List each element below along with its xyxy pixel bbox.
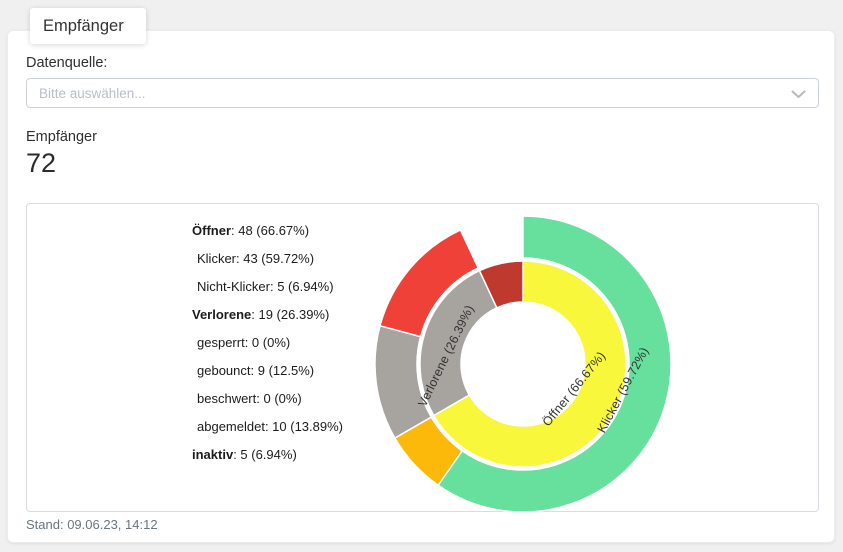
datenquelle-placeholder: Bitte auswählen...: [39, 85, 146, 101]
donut-slice-abgemeldet[interactable]: [379, 229, 479, 338]
empfaenger-tab[interactable]: Empfänger: [30, 8, 146, 44]
legend-item-öffner: Öffner: 48 (66.67%): [192, 223, 310, 238]
donut-slice-klicker[interactable]: [437, 215, 672, 513]
empfaenger-tab-label: Empfänger: [43, 17, 124, 35]
legend-item-gebounct: gebounct: 9 (12.5%): [197, 363, 315, 378]
legend-item-beschwert: beschwert: 0 (0%): [197, 391, 302, 406]
chart-legend: Öffner: 48 (66.67%) Klicker: 43 (59.72%) N…: [192, 223, 343, 475]
donut-slice-verlorene[interactable]: [419, 269, 498, 417]
empfaenger-card: Datenquelle: Bitte auswählen... Empfänge…: [7, 30, 835, 543]
recipients-count: 72: [26, 148, 57, 178]
recipients-label: Empfänger: [26, 129, 97, 145]
legend-item-nicht-klicker: Nicht-Klicker: 5 (6.94%): [197, 279, 334, 294]
datenquelle-select[interactable]: Bitte auswählen...: [26, 78, 819, 108]
stand-timestamp: Stand: 09.06.23, 14:12: [26, 517, 158, 532]
datenquelle-label: Datenquelle:: [26, 55, 108, 71]
legend-item-gesperrt: gesperrt: 0 (0%): [197, 335, 291, 350]
legend-item-verlorene: Verlorene: 19 (26.39%): [192, 307, 330, 322]
donut-slice-inaktiv[interactable]: [478, 260, 524, 309]
recipients-donut-chart: Verlorene (26.39%) Öffner (66.67%) Klicker…: [372, 213, 674, 515]
chevron-down-icon: [791, 90, 806, 98]
legend-item-abgemeldet: abgemeldet: 10 (13.89%): [197, 419, 343, 434]
legend-item-klicker: Klicker: 43 (59.72%): [197, 251, 315, 266]
recipients-chart-panel: Öffner: 48 (66.67%) Klicker: 43 (59.72%) N…: [26, 203, 819, 515]
legend-item-inaktiv: inaktiv: 5 (6.94%): [192, 447, 297, 462]
donut-slice-öffner[interactable]: [433, 260, 627, 468]
